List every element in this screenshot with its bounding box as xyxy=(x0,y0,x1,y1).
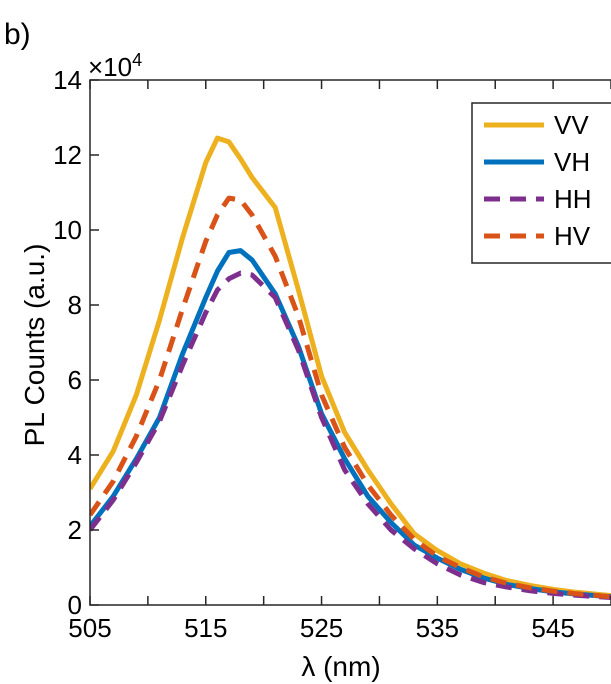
y-tick-label: 12 xyxy=(53,140,82,170)
panel-label: b) xyxy=(4,18,31,51)
y-tick-label: 10 xyxy=(53,215,82,245)
axes-layer: 505 515 525 535 545 0 2 4 6 8 10 12 14 xyxy=(53,65,611,643)
y-tick-label: 14 xyxy=(53,65,82,95)
legend-label-hh: HH xyxy=(554,184,592,214)
y-tick-label: 8 xyxy=(68,290,82,320)
y-tick-label: 4 xyxy=(68,440,82,470)
plot-frame xyxy=(89,79,611,606)
series-layer xyxy=(90,135,611,600)
x-tick-label: 515 xyxy=(184,613,227,643)
y-exponent-label: ×104 xyxy=(88,50,142,82)
y-tick-label: 6 xyxy=(68,365,82,395)
y-axis-title: PL Counts (a.u.) xyxy=(19,244,50,447)
x-tick-label: 545 xyxy=(531,613,574,643)
legend-label-vh: VH xyxy=(554,147,590,177)
y-tick-label: 2 xyxy=(68,515,82,545)
x-tick-label: 525 xyxy=(300,613,343,643)
series-line-vh xyxy=(90,248,611,600)
x-tick-label: 535 xyxy=(416,613,459,643)
series-line-vv xyxy=(90,135,611,599)
x-tick-label: 505 xyxy=(68,613,111,643)
legend-label-vv: VV xyxy=(554,110,589,140)
y-tick-label: 0 xyxy=(68,590,82,620)
x-axis-title: λ (nm) xyxy=(301,651,380,682)
legend: VV VH HH HV xyxy=(471,102,611,264)
legend-label-hv: HV xyxy=(554,221,591,251)
series-line-hh xyxy=(90,270,611,600)
series-line-hv xyxy=(90,195,611,600)
